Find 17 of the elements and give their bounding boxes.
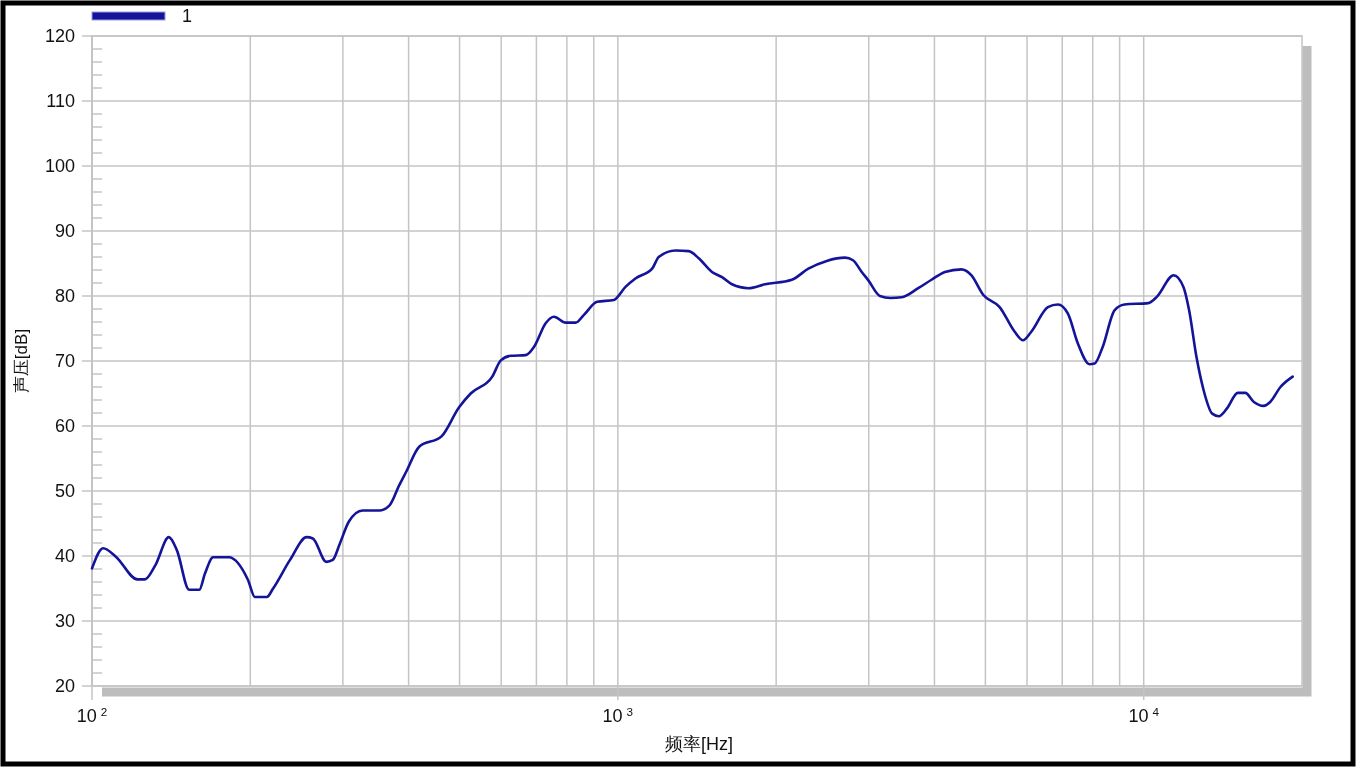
y-tick-label: 80 — [54, 286, 75, 307]
y-tick-label: 120 — [44, 26, 75, 47]
y-tick-label: 70 — [54, 351, 75, 372]
y-tick-label: 20 — [54, 676, 75, 697]
y-tick-label: 100 — [44, 156, 75, 177]
legend-label: 1 — [182, 6, 193, 26]
y-tick-label: 50 — [54, 481, 75, 502]
x-tick-label: 10$^{3}$ — [602, 704, 634, 726]
x-tick-label: 10$^{4}$ — [1128, 704, 1160, 726]
y-tick-label: 110 — [46, 91, 75, 112]
y-axis-title: 声压[dB] — [12, 328, 31, 394]
x-tick-label: 10$^{2}$ — [76, 704, 108, 726]
y-tick-label: 40 — [54, 546, 75, 567]
y-tick-label: 90 — [54, 221, 75, 242]
y-tick-label: 30 — [54, 611, 75, 632]
x-axis-title: 频率[Hz] — [664, 734, 734, 754]
y-tick-label: 60 — [54, 416, 75, 437]
